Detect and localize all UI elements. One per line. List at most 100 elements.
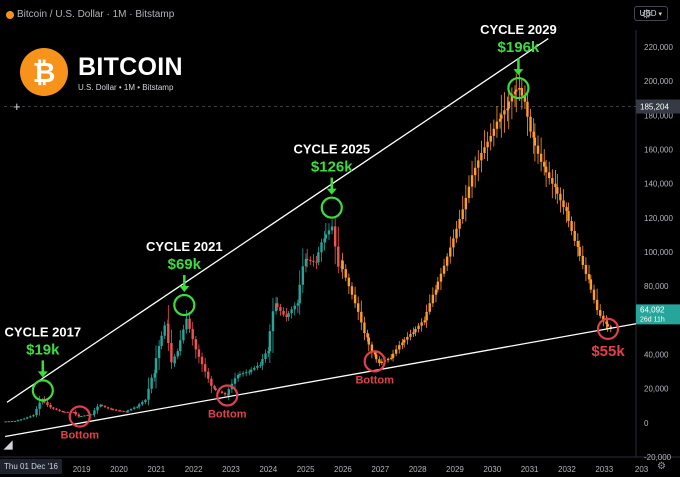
candle-body bbox=[378, 359, 381, 364]
y-tick-label: 120,000 bbox=[644, 214, 673, 223]
candle-body bbox=[241, 373, 245, 375]
candle-body bbox=[507, 101, 510, 109]
candle-body bbox=[337, 246, 340, 267]
candle-body bbox=[562, 200, 565, 208]
candle-body bbox=[238, 374, 242, 376]
candle-body bbox=[434, 289, 438, 295]
cycle-price-label: $69k bbox=[168, 256, 202, 273]
candle-body bbox=[578, 246, 581, 256]
candle-body bbox=[197, 349, 201, 357]
y-tick-label: 200,000 bbox=[644, 77, 673, 86]
candle-body bbox=[118, 410, 121, 412]
candle-body bbox=[386, 358, 390, 361]
candle-body bbox=[233, 378, 237, 384]
candle-body bbox=[548, 172, 551, 179]
bottom-label: Bottom bbox=[355, 374, 394, 386]
candle-body bbox=[554, 183, 557, 188]
crosshair-price-label: 185,204 bbox=[640, 103, 669, 112]
bottom-circle bbox=[216, 384, 239, 407]
candle-body bbox=[58, 409, 61, 412]
candle-body bbox=[423, 320, 426, 323]
candle-body bbox=[32, 415, 35, 417]
candle-body bbox=[268, 331, 272, 352]
candle-body bbox=[309, 259, 312, 261]
candle-body bbox=[271, 311, 275, 332]
candle-body bbox=[259, 364, 262, 366]
candle-body bbox=[366, 333, 369, 338]
candle-body bbox=[470, 175, 474, 187]
x-tick-label: 2031 bbox=[521, 465, 539, 474]
candle-body bbox=[22, 418, 26, 420]
candle-body bbox=[602, 315, 605, 322]
candle-body bbox=[191, 328, 194, 340]
candle-body bbox=[296, 303, 300, 306]
candle-body bbox=[317, 252, 320, 263]
candle-body bbox=[341, 260, 344, 270]
x-tick-label: 2020 bbox=[110, 465, 128, 474]
candle-body bbox=[436, 281, 440, 290]
y-tick-label: 0 bbox=[644, 419, 649, 428]
cycle-title-label: CYCLE 2017 bbox=[5, 324, 82, 339]
candle-body bbox=[452, 238, 455, 248]
candle-body bbox=[301, 266, 305, 285]
candle-body bbox=[592, 289, 596, 300]
candle-body bbox=[136, 406, 139, 408]
candle-body bbox=[439, 273, 443, 282]
candle-body bbox=[13, 420, 17, 422]
candle-body bbox=[86, 414, 89, 416]
cycle-arrowhead-icon bbox=[513, 69, 524, 76]
candle-body bbox=[106, 407, 110, 409]
cycle-price-label: $19k bbox=[26, 341, 60, 358]
candle-body bbox=[495, 121, 499, 129]
candle-body bbox=[344, 269, 347, 278]
candle-body bbox=[458, 219, 461, 229]
candle-body bbox=[305, 258, 309, 260]
candle-body bbox=[394, 349, 398, 354]
candle-body bbox=[248, 371, 251, 373]
candle-body bbox=[276, 303, 279, 308]
candle-body bbox=[119, 410, 122, 412]
candle-body bbox=[442, 265, 446, 274]
candle-body bbox=[129, 408, 133, 411]
candle-body bbox=[261, 359, 264, 365]
candle-body bbox=[213, 385, 216, 389]
y-tick-label: 20,000 bbox=[644, 385, 669, 394]
countdown-label: 26d 11h bbox=[640, 316, 665, 323]
bottom-circle bbox=[363, 350, 386, 373]
candle-body bbox=[523, 95, 527, 102]
candle-body bbox=[173, 356, 176, 364]
candle-body bbox=[428, 303, 431, 312]
candle-body bbox=[477, 160, 480, 168]
candle-body bbox=[605, 321, 608, 324]
date-readout: Thu 01 Dec '16 bbox=[0, 459, 63, 474]
candle-body bbox=[449, 247, 452, 257]
axis-settings-icon[interactable]: ⚙ bbox=[657, 461, 666, 472]
currency-button[interactable]: USD bbox=[633, 6, 668, 21]
candle-body bbox=[122, 411, 125, 413]
crosshair-icon: + bbox=[13, 99, 21, 114]
candle-body bbox=[236, 375, 240, 379]
candle-body bbox=[249, 369, 253, 372]
symbol-info[interactable]: Bitcoin / U.S. Dollar · 1M · Bitstamp bbox=[6, 9, 174, 20]
candle-body bbox=[52, 407, 55, 409]
candle-body bbox=[109, 408, 113, 410]
candle-body bbox=[144, 399, 147, 403]
candle-body bbox=[340, 266, 343, 268]
candle-body bbox=[16, 420, 20, 422]
x-tick-label: 2027 bbox=[371, 465, 389, 474]
lower-trendline bbox=[5, 323, 637, 438]
candle-body bbox=[223, 392, 227, 395]
candle-body bbox=[360, 311, 363, 323]
candle-body bbox=[353, 294, 357, 304]
candle-body bbox=[409, 334, 412, 337]
candle-body bbox=[287, 313, 290, 317]
x-tick-label: 203 bbox=[635, 465, 649, 474]
candle-body bbox=[182, 329, 185, 341]
x-tick-label: 2021 bbox=[147, 465, 165, 474]
candle-body bbox=[285, 314, 288, 317]
candle-body bbox=[220, 391, 224, 393]
candle-body bbox=[141, 402, 144, 405]
candle-body bbox=[160, 335, 163, 346]
candle-body bbox=[420, 322, 423, 326]
